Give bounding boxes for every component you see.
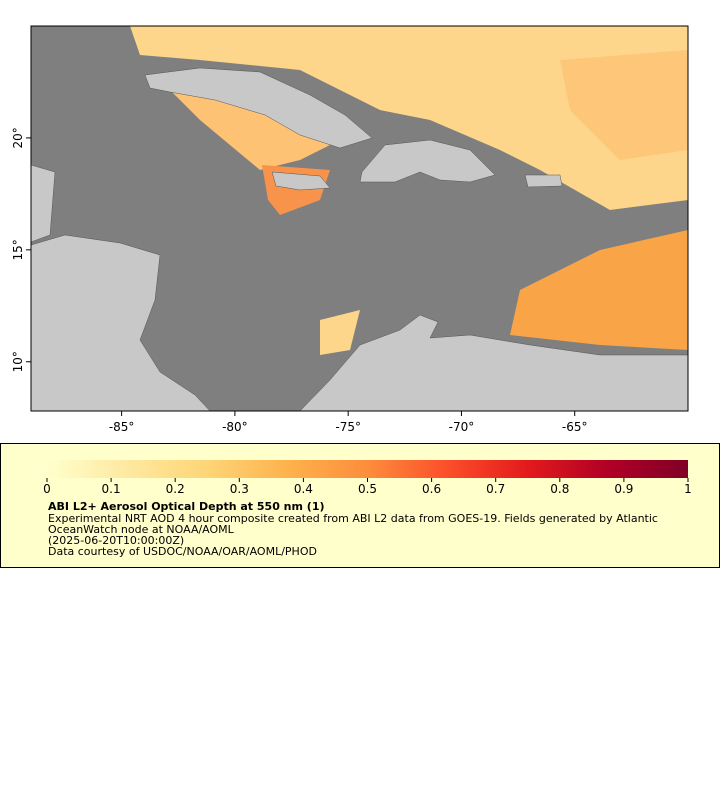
colorbar-tick-label: 0.6: [422, 482, 441, 496]
colorbar-tick-label: 0.9: [614, 482, 633, 496]
y-tick-label: 20°: [11, 127, 25, 148]
colorbar-tick-label: 0.1: [102, 482, 121, 496]
land: [30, 67, 689, 412]
y-tick-label: 10°: [11, 351, 25, 372]
colorbar: [47, 460, 688, 478]
legend-line: Data courtesy of USDOC/NOAA/OAR/AOML/PHO…: [48, 545, 317, 558]
aerosol-field: [130, 26, 688, 355]
colorbar-tick-label: 0: [43, 482, 51, 496]
legend-line: Experimental NRT AOD 4 hour composite cr…: [48, 512, 658, 525]
legend-title: ABI L2+ Aerosol Optical Depth at 550 nm …: [48, 500, 325, 513]
x-tick-label: -80°: [222, 420, 248, 434]
colorbar-tick-label: 0.8: [550, 482, 569, 496]
x-tick-label: -75°: [335, 420, 361, 434]
colorbar-tick-label: 0.7: [486, 482, 505, 496]
colorbar-tick-label: 0.3: [230, 482, 249, 496]
x-tick-label: -85°: [109, 420, 135, 434]
x-tick-label: -65°: [562, 420, 588, 434]
legend-line: (2025-06-20T10:00:00Z): [48, 534, 184, 547]
x-tick-label: -70°: [449, 420, 475, 434]
colorbar-tick-label: 0.4: [294, 482, 313, 496]
y-tick-label: 15°: [11, 239, 25, 260]
colorbar-tick-label: 0.5: [358, 482, 377, 496]
colorbar-tick-label: 1: [684, 482, 692, 496]
legend-line: OceanWatch node at NOAA/AOML: [48, 523, 235, 536]
map-frame: [30, 25, 689, 412]
colorbar-tick-label: 0.2: [166, 482, 185, 496]
